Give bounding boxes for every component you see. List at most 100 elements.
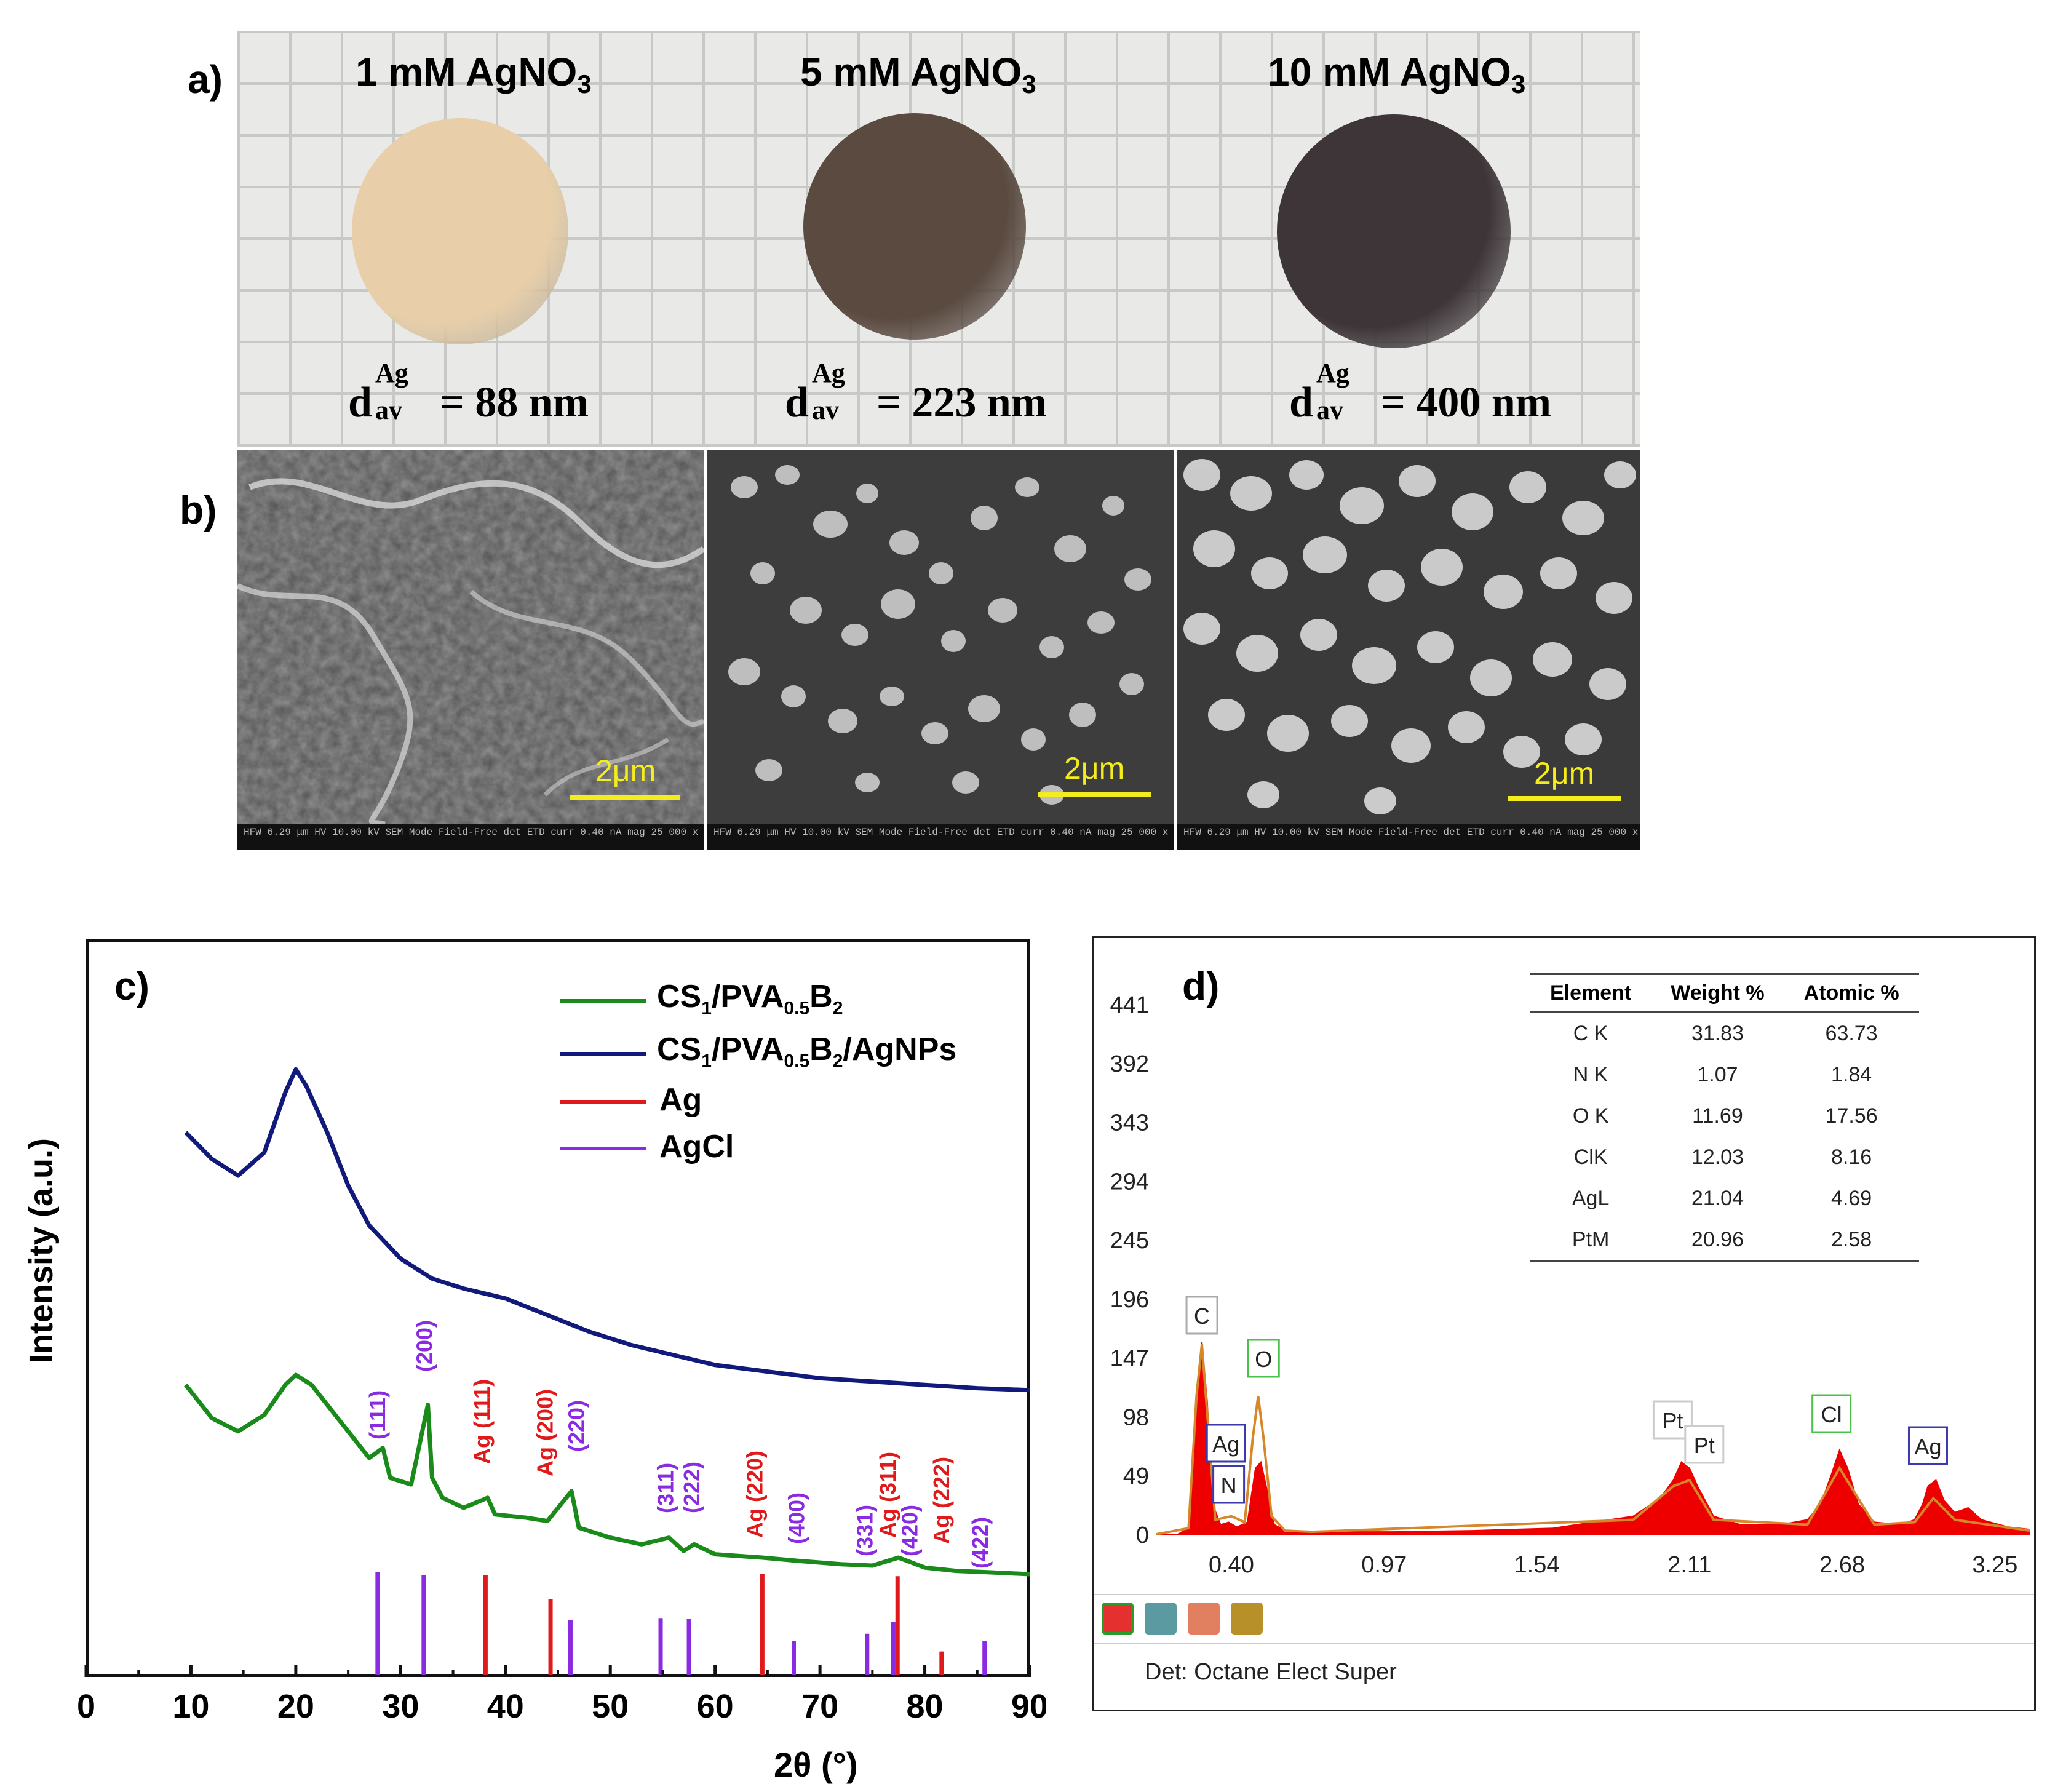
table-cell: 21.04 <box>1691 1187 1744 1210</box>
eds-chart: 0 49 98 147 196 245 294 343 392 441 0.40 0.97 1.54 2.… <box>1110 992 2030 1578</box>
eds-y-tick-label: 49 <box>1123 1463 1149 1489</box>
x-tick-label: 60 <box>697 1688 734 1725</box>
scale-label-3: 2μm <box>1534 756 1595 790</box>
peak-annotation: (222) <box>679 1462 704 1513</box>
panel-d-label: d) <box>1182 964 1220 1008</box>
xrd-xlabel: 2θ (°) <box>774 1745 858 1784</box>
eds-x-tick-label: 3.25 <box>1972 1552 2017 1578</box>
eds-x-tick-label: 0.40 <box>1209 1552 1254 1578</box>
x-tick-label: 20 <box>277 1688 314 1725</box>
legend-label-agnps: CS1/PVA0.5B2/AgNPs <box>657 1032 957 1072</box>
dav-label-1: d Ag av = 88 nm <box>348 358 589 426</box>
eds-divider-2 <box>1094 1643 2034 1644</box>
eds-y-tick-label: 245 <box>1110 1228 1149 1254</box>
panel-a-label: a) <box>188 57 223 102</box>
table-header-weight: Weight % <box>1651 973 1784 1013</box>
eds-spectrum-button-2[interactable] <box>1145 1603 1177 1635</box>
legend-swatch-ag <box>560 1100 646 1104</box>
table-cell: PtM <box>1530 1219 1652 1262</box>
sample-photo: 1 mM AgNO3 5 mM AgNO3 10 mM AgNO3 d Ag av =… <box>237 31 1640 447</box>
eds-x-tick-label: 0.97 <box>1361 1552 1407 1578</box>
x-tick-label: 80 <box>907 1688 944 1725</box>
eds-y-tick-label: 147 <box>1110 1346 1149 1372</box>
table-cell: 31.83 <box>1691 1022 1744 1045</box>
eds-divider <box>1094 1594 2034 1595</box>
eds-spectrum-button-1[interactable] <box>1102 1603 1134 1635</box>
peak-annotation: (311) <box>653 1463 678 1513</box>
sample-disk-3 <box>1277 114 1511 348</box>
legend-label-cs-pva-b: CS1/PVA0.5B2 <box>657 979 843 1019</box>
eds-spectrum-button-4[interactable] <box>1231 1603 1263 1635</box>
eds-x-tick-label: 1.54 <box>1514 1552 1560 1578</box>
x-tick-label: 30 <box>382 1688 419 1725</box>
sample-title-1: 1 mM AgNO3 <box>356 50 592 98</box>
table-row: ClK 12.03 8.16 <box>1530 1137 1919 1178</box>
sem-texture-2 <box>707 450 1174 824</box>
table-cell: C K <box>1573 1022 1608 1045</box>
eds-spectrum-button-3[interactable] <box>1188 1603 1220 1635</box>
table-header-atomic: Atomic % <box>1784 973 1919 1013</box>
eds-quant-table: Element Weight % Atomic % C K 31.83 63.73 … <box>1530 973 1919 1262</box>
table-cell: 8.16 <box>1831 1145 1872 1169</box>
x-tick-label: 90 <box>1011 1688 1046 1725</box>
dav-label-2: d Ag av = 223 nm <box>785 358 1047 426</box>
peak-annotation: Ag (200) <box>532 1389 557 1476</box>
table-row: PtM 20.96 2.58 <box>1530 1219 1919 1262</box>
peak-annotation: Ag (111) <box>469 1379 495 1464</box>
peak-label: C <box>1194 1304 1210 1329</box>
x-tick-label: 70 <box>801 1688 838 1725</box>
peak-label: Cl <box>1821 1402 1842 1427</box>
eds-x-tick-label: 2.68 <box>1819 1552 1865 1578</box>
table-cell: 4.69 <box>1831 1187 1872 1210</box>
xrd-series-0 <box>184 1067 1030 1393</box>
eds-y-tick-label: 392 <box>1110 1051 1149 1077</box>
peak-annotation: (331) <box>852 1505 877 1556</box>
peak-label: Ag <box>1914 1434 1941 1459</box>
scale-label-2: 2μm <box>1064 751 1125 786</box>
legend-label-agcl: AgCl <box>659 1129 734 1165</box>
table-cell: ClK <box>1573 1145 1608 1169</box>
legend-swatch-agnps <box>560 1052 646 1056</box>
table-header-element: Element <box>1530 973 1652 1013</box>
table-cell: 1.84 <box>1831 1063 1872 1086</box>
eds-detector-label: Det: Octane Elect Super <box>1145 1659 1397 1685</box>
peak-label: N <box>1221 1473 1237 1498</box>
peak-annotation: (111) <box>365 1390 390 1440</box>
peak-label-box <box>1212 1465 1246 1504</box>
scale-bar-3 <box>1508 796 1621 801</box>
sem-image-1: 2μm HFW 6.29 μm HV 10.00 kV SEM Mode Fie… <box>237 450 704 850</box>
eds-y-tick-label: 294 <box>1110 1169 1149 1195</box>
table-row: C K 31.83 63.73 <box>1530 1013 1919 1055</box>
peak-label-box <box>1206 1424 1246 1463</box>
table-cell: 12.03 <box>1691 1145 1744 1169</box>
table-row: O K 11.69 17.56 <box>1530 1096 1919 1137</box>
table-cell: AgL <box>1572 1187 1610 1210</box>
table-row: N K 1.07 1.84 <box>1530 1054 1919 1096</box>
eds-fit-line <box>1156 1344 2030 1535</box>
scale-bar-2 <box>1038 792 1151 797</box>
peak-annotation: Ag (222) <box>929 1457 954 1544</box>
table-cell: 20.96 <box>1651 1219 1784 1262</box>
sem-info-bar-1: HFW 6.29 μm HV 10.00 kV SEM Mode Field-F… <box>237 824 704 850</box>
sem-texture-1 <box>237 450 704 824</box>
eds-y-tick-label: 0 <box>1136 1523 1149 1548</box>
scale-bar-1 <box>570 795 680 800</box>
xrd-legend: CS1/PVA0.5B2 CS1/PVA0.5B2/AgNPs Ag AgCl <box>560 978 1027 1175</box>
table-cell: N K <box>1573 1063 1608 1086</box>
peak-label: Pt <box>1694 1433 1715 1458</box>
scale-label-1: 2μm <box>595 754 656 788</box>
peak-annotation: (400) <box>784 1492 809 1544</box>
x-tick-label: 10 <box>172 1688 209 1725</box>
panel-c-label: c) <box>114 964 149 1008</box>
sem-info-bar-2: HFW 6.29 μm HV 10.00 kV SEM Mode Field-F… <box>707 824 1174 850</box>
xrd-series-1 <box>184 1372 1030 1577</box>
sem-image-2: 2μm HFW 6.29 μm HV 10.00 kV SEM Mode Fie… <box>707 450 1174 850</box>
sample-title-2: 5 mM AgNO3 <box>800 50 1036 98</box>
peak-label-box <box>1247 1339 1280 1378</box>
dav-label-3: d Ag av = 400 nm <box>1289 358 1552 426</box>
legend-label-ag: Ag <box>659 1082 702 1118</box>
eds-window: Det: Octane Elect Super <box>1092 936 2036 1711</box>
peak-label-box <box>1907 1426 1948 1465</box>
legend-swatch-agcl <box>560 1147 646 1150</box>
sem-texture-3 <box>1177 450 1640 824</box>
